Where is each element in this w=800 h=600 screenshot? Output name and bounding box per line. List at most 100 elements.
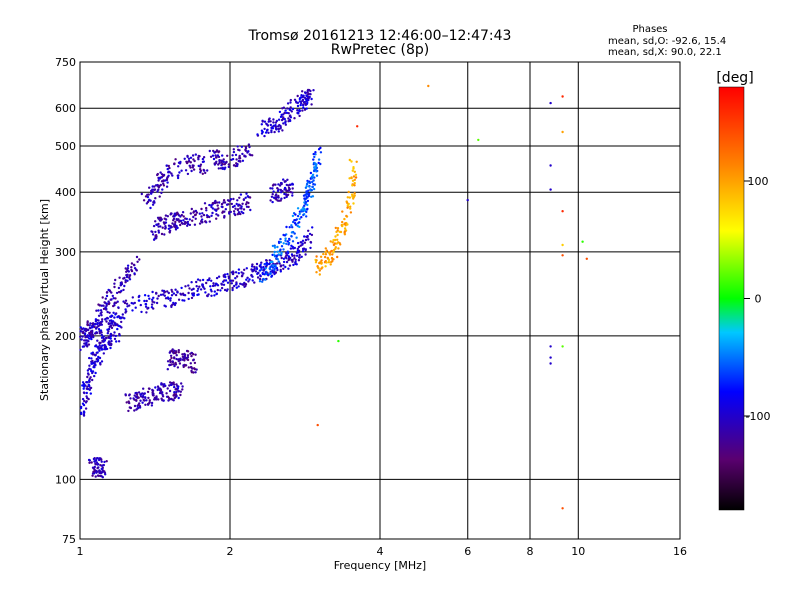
data-point <box>266 124 270 127</box>
y-tick-label: 300 <box>55 246 76 259</box>
data-point <box>196 289 199 293</box>
data-point <box>346 206 349 209</box>
data-point <box>234 207 237 210</box>
data-point <box>186 350 190 353</box>
data-point <box>207 278 211 282</box>
data-point <box>311 185 314 189</box>
data-point <box>183 359 186 362</box>
data-point <box>334 226 337 230</box>
data-point <box>301 250 305 253</box>
data-point <box>101 476 105 479</box>
data-point <box>336 238 339 241</box>
data-point <box>291 187 294 190</box>
data-point <box>346 223 349 226</box>
data-point <box>297 245 301 249</box>
data-point <box>285 194 288 197</box>
data-point <box>215 156 218 159</box>
data-point <box>90 369 93 373</box>
data-point <box>260 129 264 132</box>
data-point <box>260 261 263 264</box>
data-point <box>196 293 199 297</box>
data-point <box>177 298 181 301</box>
data-point <box>321 266 324 269</box>
data-point <box>82 382 86 386</box>
data-point <box>240 271 243 274</box>
data-point <box>303 108 307 111</box>
data-point <box>169 299 172 302</box>
data-point <box>227 203 230 206</box>
data-point <box>83 339 86 342</box>
data-point <box>264 271 267 274</box>
data-point <box>203 202 207 205</box>
data-point <box>214 162 218 165</box>
data-point <box>312 89 315 92</box>
data-point <box>124 308 127 311</box>
data-point <box>79 329 82 333</box>
data-point <box>152 296 155 299</box>
data-point <box>100 460 103 463</box>
data-point <box>86 320 89 323</box>
data-point <box>137 299 141 302</box>
data-point <box>225 289 229 292</box>
data-point <box>105 291 109 294</box>
data-point <box>233 284 236 288</box>
data-point <box>275 193 278 196</box>
data-point <box>187 284 190 287</box>
data-point <box>140 192 143 196</box>
data-point <box>97 309 100 312</box>
data-point <box>107 322 110 325</box>
data-point <box>351 169 354 172</box>
data-point <box>350 193 354 196</box>
data-point <box>113 282 116 285</box>
data-point <box>244 149 248 152</box>
data-point <box>173 391 176 394</box>
data-point <box>108 290 112 293</box>
data-point <box>273 268 276 272</box>
data-point <box>298 225 301 229</box>
data-point <box>258 269 262 272</box>
data-point <box>100 331 103 334</box>
data-point <box>86 396 89 400</box>
data-point <box>110 321 114 324</box>
data-point <box>276 258 279 261</box>
data-point <box>282 113 285 116</box>
data-point <box>217 214 220 217</box>
data-point <box>262 269 265 272</box>
data-point <box>306 203 309 207</box>
data-point <box>94 475 97 478</box>
data-point <box>190 296 194 300</box>
data-point <box>308 232 312 236</box>
data-point <box>192 358 195 361</box>
data-point <box>145 299 148 303</box>
data-point <box>313 155 316 159</box>
x-tick-label: 16 <box>673 545 687 558</box>
data-point <box>141 396 144 399</box>
data-point <box>305 98 308 102</box>
data-point <box>162 385 165 388</box>
data-point <box>214 282 218 285</box>
data-point <box>96 339 99 342</box>
data-point <box>97 463 100 466</box>
data-point <box>223 273 227 276</box>
data-point <box>308 181 312 185</box>
data-point <box>176 291 179 294</box>
data-point <box>94 360 97 363</box>
data-point <box>311 175 314 178</box>
data-point <box>291 214 295 218</box>
data-point <box>132 397 135 400</box>
data-point <box>190 366 193 369</box>
data-point <box>181 299 184 302</box>
data-point <box>351 179 355 182</box>
data-point <box>283 180 287 183</box>
data-point <box>86 323 90 327</box>
data-point <box>295 251 299 255</box>
data-point <box>144 396 147 399</box>
data-point <box>272 262 275 265</box>
data-point <box>113 337 117 341</box>
data-point <box>208 203 211 207</box>
data-point <box>236 145 239 148</box>
data-point <box>225 160 228 164</box>
data-point <box>309 171 313 175</box>
data-point <box>355 160 358 163</box>
data-point <box>201 278 205 282</box>
